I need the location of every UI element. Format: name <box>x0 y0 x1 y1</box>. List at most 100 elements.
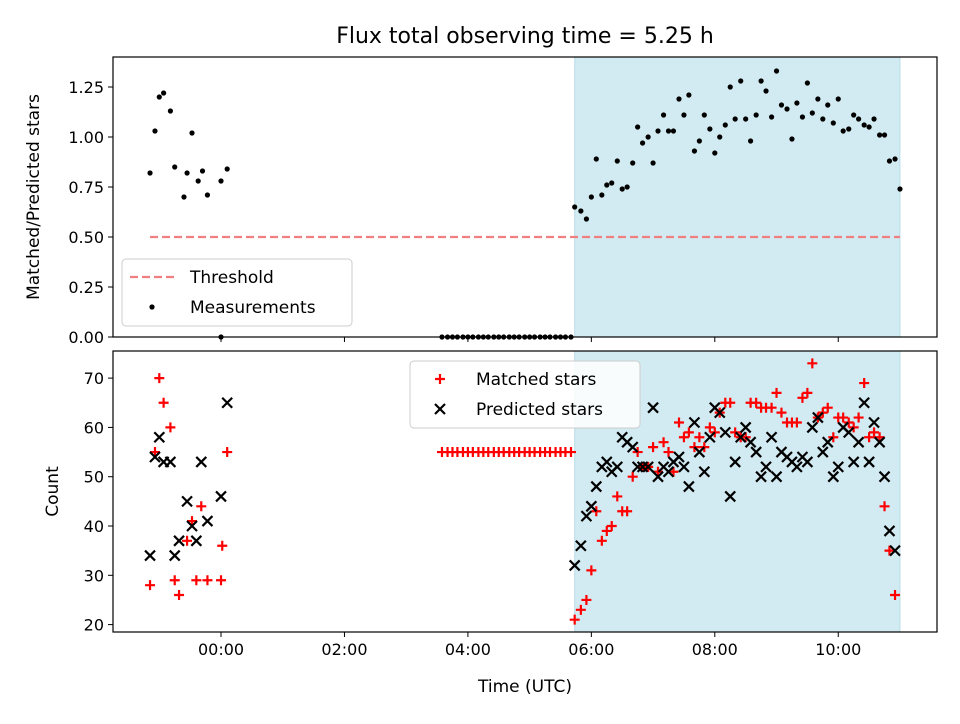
matched-star-point <box>202 575 213 586</box>
measurement-point <box>871 116 877 122</box>
measurement-point <box>815 96 821 102</box>
matched-star-point <box>154 373 165 384</box>
matched-star-point <box>169 575 180 586</box>
predicted-star-point <box>186 520 198 532</box>
predicted-star-point <box>806 421 819 434</box>
matched-star-point <box>771 387 782 398</box>
y-tick-label: 70 <box>84 369 104 388</box>
matched-star-point <box>575 604 586 615</box>
x-tick-label: 00:00 <box>198 640 244 659</box>
predicted-star-point <box>765 431 778 444</box>
measurement-point <box>578 208 584 214</box>
measurement-point <box>789 136 795 142</box>
legend: Threshold Measurements <box>121 258 353 327</box>
y-tick-label: 0.25 <box>68 278 104 297</box>
measurement-point <box>794 100 800 106</box>
predicted-star-point <box>662 466 675 478</box>
predicted-star-point <box>688 416 701 429</box>
measurement-point <box>655 128 661 134</box>
measurement-point <box>593 156 599 162</box>
measurement-point <box>825 102 831 108</box>
predicted-star-point <box>873 436 886 448</box>
matched-star-point <box>606 521 617 532</box>
legend-box <box>121 258 353 327</box>
matched-star-point <box>165 422 176 433</box>
predicted-star-point <box>858 396 870 409</box>
measurement-point <box>722 122 728 128</box>
measurement-point <box>840 128 846 134</box>
matched-star-point <box>890 590 901 601</box>
measurement-point <box>172 164 178 170</box>
matched-star-point <box>879 501 890 512</box>
predicted-star-point <box>760 461 772 473</box>
y-tick-label: 0.50 <box>68 228 104 247</box>
matched-star-point <box>196 501 207 512</box>
matched-star-point <box>678 432 689 443</box>
predicted-star-point <box>673 451 685 463</box>
predicted-star-point <box>190 535 203 547</box>
measurement-point <box>886 158 893 164</box>
legend-matched-label: Matched stars <box>476 370 596 390</box>
y-axis-label: Count <box>43 466 63 517</box>
legend: Matched stars Predicted stars <box>409 360 641 429</box>
predicted-star-point <box>601 456 613 468</box>
measurement-point <box>866 124 872 130</box>
predicted-star-point <box>817 446 829 458</box>
matched-star-point <box>751 397 762 408</box>
y-tick-label: 0.00 <box>68 328 104 347</box>
y-tick-label: 1.00 <box>68 128 104 147</box>
measurement-point <box>599 192 605 198</box>
measurement-point <box>846 126 852 132</box>
y-tick-label: 50 <box>84 468 104 487</box>
matched-star-point <box>565 447 576 458</box>
predicted-star-point <box>611 461 624 473</box>
observing-window-span <box>574 56 901 338</box>
chart-title: Flux total observing time = 5.25 h <box>336 24 714 49</box>
predicted-star-point <box>719 426 732 439</box>
predicted-star-point <box>704 431 716 444</box>
matched-star-point <box>843 417 854 428</box>
predicted-star-point <box>590 480 603 493</box>
predicted-star-point <box>878 470 891 483</box>
measurement-point <box>897 186 903 192</box>
matched-star-point <box>187 516 198 527</box>
measurement-point <box>712 150 718 156</box>
matched-star-point <box>838 412 849 423</box>
matched-star-point <box>822 402 833 413</box>
measurement-point <box>784 106 790 112</box>
matched-star-point <box>668 466 679 477</box>
predicted-star-point <box>812 411 824 424</box>
x-tick-label: 10:00 <box>815 640 861 659</box>
measurement-point <box>167 108 174 114</box>
predicted-star-point <box>739 421 752 434</box>
measurement-point <box>717 134 723 140</box>
matched-star-point <box>149 447 160 458</box>
measurement-point <box>650 160 656 166</box>
matched-star-point <box>596 535 607 546</box>
measurement-point <box>707 126 713 132</box>
legend-threshold-label: Threshold <box>189 268 274 288</box>
matched-star-point <box>586 565 597 576</box>
matched-star-point <box>217 540 228 551</box>
legend-predicted-label: Predicted stars <box>476 400 603 420</box>
matched-star-point <box>704 422 715 433</box>
y-tick-label: 30 <box>84 566 104 585</box>
measurement-point <box>727 84 733 90</box>
measurement-point <box>195 178 201 184</box>
predicted-star-point <box>168 549 181 562</box>
measurement-point <box>199 168 206 174</box>
measurement-point <box>665 128 672 134</box>
measurement-point <box>768 114 775 120</box>
measurement-point <box>753 112 759 118</box>
measurement-point <box>856 116 862 122</box>
matched-star-point <box>182 535 193 546</box>
y-tick-label: 60 <box>84 418 104 437</box>
matched-star-point <box>145 580 156 591</box>
matched-star-point <box>853 412 864 423</box>
predicted-star-point <box>821 436 834 448</box>
predicted-star-point <box>626 441 639 453</box>
matched-star-point <box>222 447 233 458</box>
matched-star-point <box>581 594 592 605</box>
measurement-point <box>701 112 707 118</box>
